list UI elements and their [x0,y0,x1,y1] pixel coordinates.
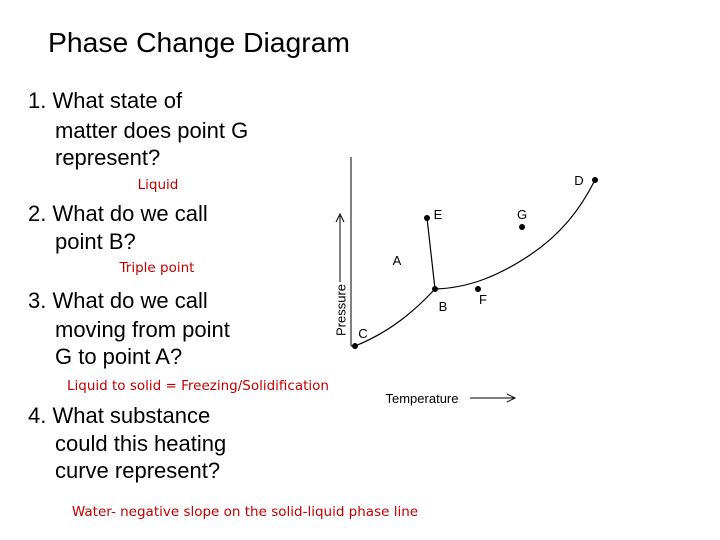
question-line: 2. What do we call [28,201,208,226]
point-label: G [517,207,527,222]
question-line: G to point A? [55,344,182,369]
point-label: B [439,299,448,314]
question-line: point B? [55,229,136,254]
arrow-head [506,393,517,403]
point [352,343,358,349]
point-label: D [574,173,583,188]
point-label: E [434,207,443,222]
arrow-head [335,212,345,223]
x-axis-label: Temperature [386,391,459,406]
answer: Liquid to solid = Freezing/Solidificatio… [67,378,329,394]
point [592,177,598,183]
question-line: 3. What do we call [28,288,208,313]
point-label: A [393,253,402,268]
point [432,286,438,292]
answer: Triple point [119,260,195,276]
melting-curve [426,217,436,290]
vaporization-curve [434,179,596,290]
title: Phase Change Diagram [48,27,350,58]
question-line: 1. What state of [28,88,183,113]
sublimation-curve [354,288,436,347]
answer: Water- negative slope on the solid-liqui… [72,504,418,520]
point [519,224,525,230]
point [424,215,430,221]
phase-diagram [335,157,596,403]
point [475,286,481,292]
answer: Liquid [138,177,179,193]
point-label: C [358,326,367,341]
question-line: represent? [55,145,160,170]
points [352,177,598,349]
point-label: F [479,292,487,307]
question-line: curve represent? [55,458,220,483]
question-line: 4. What substance [28,403,210,428]
question-line: could this heating [55,431,226,456]
y-axis-label: Pressure [333,284,348,336]
question-line: matter does point G [55,118,248,143]
question-line: moving from point [55,317,230,342]
